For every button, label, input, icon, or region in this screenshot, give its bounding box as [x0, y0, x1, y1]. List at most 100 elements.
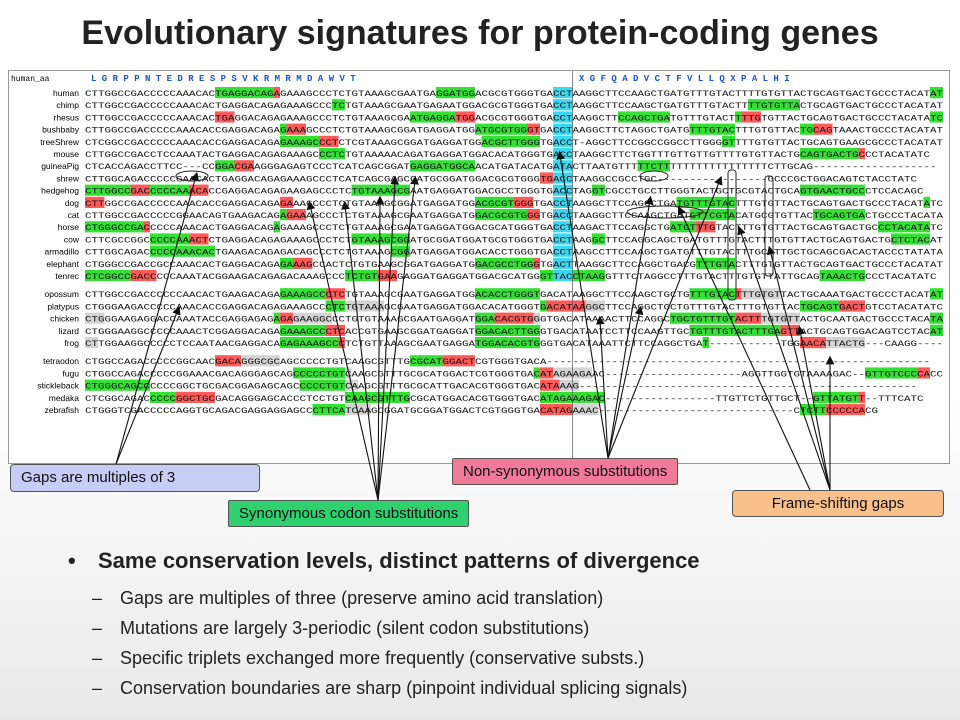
- sequence-text: CTTGGCCGACCCCCAAACACCGAGGACAGAGAAAGCCCTC…: [85, 199, 943, 209]
- sequence-text: CTTGGCCGACCCCCGGAACAGTGAAGACAGAGAAAGCCCT…: [85, 211, 944, 221]
- alignment-row-chimp: chimp CTTGGCCGACCCCCAAACACTGAGGACAGAGAAAG…: [56, 99, 943, 111]
- alignment-row-opossum: opossum CTTGGCCGACCCCCCAACACTGAAGACAGAGAA…: [45, 288, 943, 300]
- sequence-text: CTCGGCCGACCCCCAAACACCGAGGACAGAGAAAGCCCTC…: [85, 138, 943, 148]
- alignment-row-guineaPig: guineaPig CTCACCAGACCTTCC---CCGGACGAAGGGA…: [41, 160, 937, 172]
- alignment-row-hedgehog: hedgehog CTTGGCCGACCCCCAAACACCGAGGACAGAGA…: [41, 184, 924, 197]
- sub-bullet-text: Conservation boundaries are sharp (pinpo…: [120, 678, 688, 698]
- species-name: armadillo: [45, 247, 80, 257]
- sequence-text: CTCGGCCGACCCCCAAATACGGAAGACAGAGACAAAGCCC…: [85, 272, 937, 282]
- alignment-row-lizard: lizard CTGGGAAGGCCCCCAAACTCGGAGGACAGAGAAA…: [59, 324, 943, 337]
- alignment-row-cat: cat CTTGGCCGACCCCCGGAACAGTGAAGACAGAGAAAGC…: [68, 209, 944, 221]
- species-name: frog: [64, 338, 79, 348]
- alignment-row-armadillo: armadillo CTTGGCAGACCCCCAAACACTGAAGACAGAG…: [45, 245, 944, 258]
- alignment-row-chicken: chicken CTGGGAAGAGGACCAAATACCGAGGAGAGAGAG…: [50, 312, 944, 325]
- callout-frame-shifting: Frame-shifting gaps: [732, 490, 944, 517]
- sequence-text: CTTGGCAGACCCCCAAACACTGAAGACAGAGACAGCCCTC…: [85, 248, 944, 258]
- species-name: stickleback: [37, 381, 79, 391]
- species-name: cow: [64, 234, 80, 244]
- species-name: elephant: [46, 259, 79, 269]
- bullet-main-text: Same conservation levels, distinct patte…: [98, 548, 700, 573]
- alignment-row-elephant: elephant CTGGGCCGACCGCCAAACACTGAGGACAGAGA…: [46, 257, 943, 270]
- alignment-row-rhesus: rhesus CTTGGCCGACCCCCAAACACTGAGGACAGAGAAA…: [53, 111, 943, 123]
- alignment-row-zebrafish: zebrafish CTGGGTCGACCCCCAGGTGCAGACGAGGAGG…: [45, 404, 878, 416]
- alignment-header-label: human_aa: [11, 75, 50, 84]
- alignment-row-cow: cow CTTCGCCGGCCCCCAAACTCTGAGGACAGAGAAAGCC…: [64, 233, 943, 245]
- species-name: fugu: [62, 368, 79, 378]
- species-name: treeShrew: [40, 137, 80, 147]
- bullet-list: • Same conservation levels, distinct pat…: [68, 548, 948, 708]
- sub-bullet: – Specific triplets exchanged more freque…: [68, 648, 948, 669]
- dash-icon: –: [92, 588, 103, 608]
- dash-icon: –: [92, 618, 103, 638]
- species-name: horse: [58, 222, 80, 232]
- alignment-row-dog: dog CTTGGCCGACCCCCAAACACCGAGGACAGAGAAAGCC…: [65, 196, 943, 209]
- bullet-main: • Same conservation levels, distinct pat…: [68, 548, 948, 574]
- sub-bullet-text: Specific triplets exchanged more frequen…: [120, 648, 645, 668]
- slide-title: Evolutionary signatures for protein-codi…: [81, 14, 879, 52]
- alignment-row-stickleback: stickleback CTGGGCAGCCCCCCGGCTGCGACGGAGAG…: [37, 379, 917, 392]
- bullet-dot-icon: •: [68, 548, 76, 573]
- species-name: tetraodon: [43, 356, 79, 366]
- dash-icon: –: [92, 678, 103, 698]
- sub-bullet-text: Gaps are multiples of three (preserve am…: [120, 588, 604, 608]
- species-name: mouse: [53, 149, 79, 159]
- sub-bullet: – Mutations are largely 3-periodic (silen…: [68, 618, 948, 639]
- species-name: chimp: [56, 100, 79, 110]
- sequence-text: CTGGCCAGACCCCCGGAAACGACAGGGAGCAGCCCCCTGT…: [85, 369, 943, 379]
- species-name: opossum: [45, 289, 80, 299]
- species-name: shrew: [56, 173, 80, 183]
- alignment-row-mouse: mouse CTTGGCCGACCTCCAAATACTGAGGACAGAGAAAG…: [53, 148, 930, 160]
- alignment-svg: human_aa L G R P P N T E D R E S P S V K …: [11, 71, 944, 463]
- sequence-text: CTTCGCCGGCCCCCAAACTCTGAGGACAGAGAAAGCCCTC…: [85, 235, 943, 245]
- aa-translation-left: L G R P P N T E D R E S P S V K R M R M …: [91, 74, 356, 84]
- alignment-row-bushbaby: bushbaby CTTGGCCGACCCCCAAACACCGAGGACAGAGA…: [42, 123, 943, 136]
- species-name: tenrec: [55, 271, 79, 281]
- alignment-row-fugu: fugu CTGGCCAGACCCCCGGAAACGACAGGGAGCAGCCCC…: [62, 367, 943, 379]
- alignment-row-tenrec: tenrec CTCGGCCGACCCCCAAATACGGAAGACAGAGACA…: [55, 270, 937, 282]
- sequence-text: CTCACCAGACCTTCC---CCGGACGAAGGGAGAGTCCCTC…: [85, 162, 937, 172]
- sequence-text: CTGGGTCGACCCCCAGGTGCAGACGAGGAGGAGCCCTTCA…: [85, 406, 878, 416]
- sequence-text: CTCGGCAGACCCCCGGCTGCGACAGGGAGCACCCTCCTGT…: [85, 394, 924, 404]
- sequence-text: CTTGGCAGACCCCCGAACACTGAGGACAGAGAAAGCCCTC…: [85, 174, 917, 184]
- species-name: platypus: [47, 301, 79, 311]
- aa-translation-right: X G F Q A D V C T F V L L Q X P A L H I: [579, 74, 790, 84]
- species-name: rhesus: [53, 112, 79, 122]
- species-name: cat: [68, 210, 80, 220]
- sequence-text: CTTGGCCGACCCCCCAACACTGAAGACAGAGAAAGCCCTC…: [85, 290, 943, 300]
- alignment-row-human: human CTTGGCCGACCCCCAAACACTGAGGACAGAGAAAG…: [53, 87, 943, 99]
- sequence-text: CTTGGCCGACCCCCAAACACTGAGGACAGAGAAAGCCCTC…: [85, 89, 943, 99]
- sequence-text: CTTGGCCGACCCCCAAACACCGAGGACAGAGAAAGCCCTC…: [85, 126, 943, 136]
- species-name: hedgehog: [41, 186, 79, 196]
- sequence-text: CTGGGAAGGCCCCCAAACTCGGAGGACAGAGAAAGCCCTC…: [85, 327, 943, 337]
- alignment-panel: human_aa L G R P P N T E D R E S P S V K …: [8, 70, 950, 464]
- alignment-row-tetraodon: tetraodon CTGGCCAGACCCCCGGCAACGACAGGGCGCA…: [43, 355, 930, 367]
- sub-bullet: – Gaps are multiples of three (preserve a…: [68, 588, 948, 609]
- alignment-row-platypus: platypus CTGGGAAGACCCCCAAACACCGAGGACAGAGA…: [47, 300, 943, 312]
- sequence-text: CTGGGCCGACCGCCAAACACTGAGGACAGAGAAAGCCACT…: [85, 260, 943, 270]
- sequence-text: CTTGGCCGACCCCCAAACACTGAGGACAGAGAAAGCCCTC…: [85, 101, 943, 111]
- callout-nonsynonymous: Non-synonymous substitutions: [452, 458, 679, 485]
- alignment-row-frog: frog CTTGGAAGGCCCCCTCCAATAACGAGGACAGAGAAA…: [64, 337, 943, 349]
- species-name: medaka: [49, 393, 80, 403]
- callout-synonymous: Synonymous codon substitutions: [228, 500, 470, 527]
- species-name: lizard: [59, 326, 80, 336]
- sequence-text: CTGGCCAGACCCCCGGCAACGACAGGGCGCAGCCCCCTGT…: [85, 357, 930, 367]
- species-name: chicken: [50, 314, 79, 324]
- sequence-text: CTGGGCCGACCCCCAAACACTGAGGACAGAGAAAGCCCTC…: [85, 223, 943, 233]
- sequence-text: CTTGGCCGACCCCCAAACACTGAGGACAGAGAAAGCCCTC…: [85, 113, 943, 123]
- sequence-text: CTTGGAAGGCCCCCTCCAATAACGAGGACAGAGAAAGCCC…: [85, 339, 943, 349]
- alignment-row-horse: horse CTGGGCCGACCCCCAAACACTGAGGACAGAGAAAG…: [58, 221, 943, 233]
- species-name: guineaPig: [41, 161, 79, 171]
- sequence-text: CTTGGCCGACCCCCAAACACCGAGGACAGAGAAGAGCCCT…: [85, 187, 924, 197]
- species-name: human: [53, 88, 79, 98]
- sub-bullet-text: Mutations are largely 3-periodic (silent…: [120, 618, 590, 638]
- alignment-row-medaka: medaka CTCGGCAGACCCCCGGCTGCGACAGGGAGCACCC…: [49, 391, 924, 404]
- sub-bullet: – Conservation boundaries are sharp (pinp…: [68, 678, 948, 699]
- sequence-text: CTGGGAAGAGGACCAAATACCGAGGAGAGAGAGAAGGCCC…: [85, 315, 944, 325]
- species-name: dog: [65, 198, 79, 208]
- alignment-row-treeShrew: treeShrew CTCGGCCGACCCCCAAACACCGAGGACAGAG…: [40, 135, 943, 148]
- species-name: bushbaby: [42, 125, 80, 135]
- sequence-text: CTTGGCCGACCTCCAAATACTGAGGACAGAGAAAGCCCTC…: [85, 150, 930, 160]
- callout-gaps-multiple-of-3: Gaps are multiples of 3: [10, 464, 260, 492]
- alignment-row-shrew: shrew CTTGGCAGACCCCCGAACACTGAGGACAGAGAAAG…: [56, 172, 917, 184]
